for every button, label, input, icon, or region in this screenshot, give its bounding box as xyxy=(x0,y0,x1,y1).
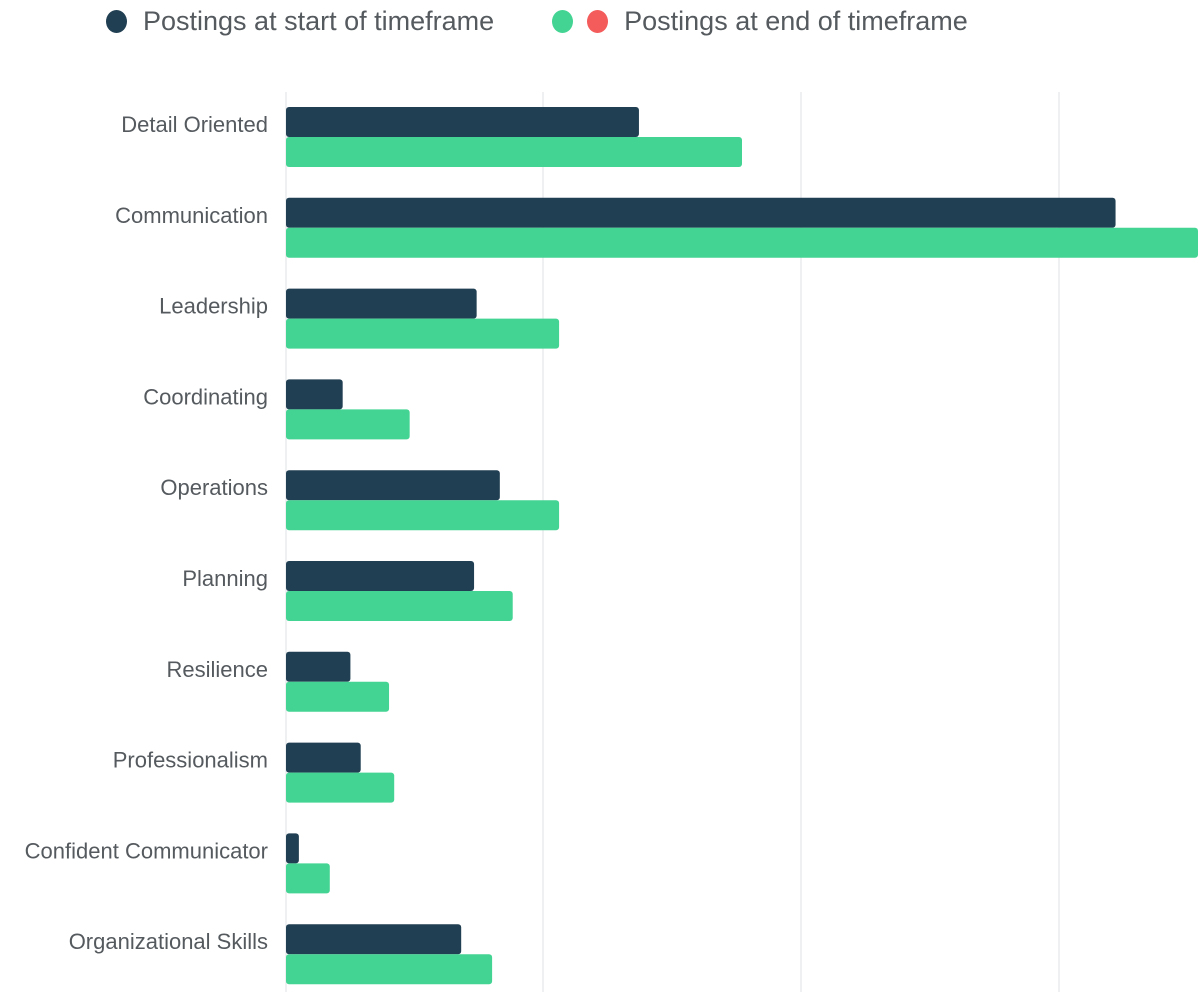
legend-swatch-start xyxy=(106,10,127,33)
category-label: Confident Communicator xyxy=(25,838,268,863)
bar-end[interactable] xyxy=(286,409,410,440)
legend-item-end[interactable]: Postings at end of timeframe xyxy=(552,6,968,37)
bar-start[interactable] xyxy=(286,379,343,410)
legend-item-start[interactable]: Postings at start of timeframe xyxy=(106,6,494,37)
bar-end[interactable] xyxy=(286,863,330,894)
category-label: Detail Oriented xyxy=(121,112,268,137)
category-label: Leadership xyxy=(159,294,268,319)
category-label: Coordinating xyxy=(143,384,268,409)
legend-label-end: Postings at end of timeframe xyxy=(624,6,968,36)
bar-end[interactable] xyxy=(286,591,513,621)
bar-start[interactable] xyxy=(286,107,639,137)
bar-start[interactable] xyxy=(286,288,477,319)
category-label: Professionalism xyxy=(113,748,268,773)
bar-start[interactable] xyxy=(286,833,299,864)
bar-start[interactable] xyxy=(286,924,462,955)
legend-label-start: Postings at start of timeframe xyxy=(143,6,495,36)
category-label: Operations xyxy=(160,475,268,500)
category-label: Planning xyxy=(182,566,268,591)
bar-start[interactable] xyxy=(286,651,351,682)
category-label: Resilience xyxy=(167,657,269,682)
bar-end[interactable] xyxy=(286,954,493,985)
legend-swatch-end-alt xyxy=(587,10,609,33)
chart-legend: Postings at start of timeframe Postings … xyxy=(106,6,968,37)
category-label: Organizational Skills xyxy=(69,929,268,954)
bar-end[interactable] xyxy=(286,318,560,349)
bar-start[interactable] xyxy=(286,561,475,591)
bar-end[interactable] xyxy=(286,681,390,712)
bar-end[interactable] xyxy=(286,227,1198,258)
bar-end[interactable] xyxy=(286,137,742,167)
legend-swatch-end xyxy=(552,10,574,33)
bar-start[interactable] xyxy=(286,742,361,773)
bar-start[interactable] xyxy=(286,470,500,501)
bar-end[interactable] xyxy=(286,500,560,531)
bar-start[interactable] xyxy=(286,197,1116,228)
bar-end[interactable] xyxy=(286,772,395,803)
category-label: Communication xyxy=(115,203,268,228)
